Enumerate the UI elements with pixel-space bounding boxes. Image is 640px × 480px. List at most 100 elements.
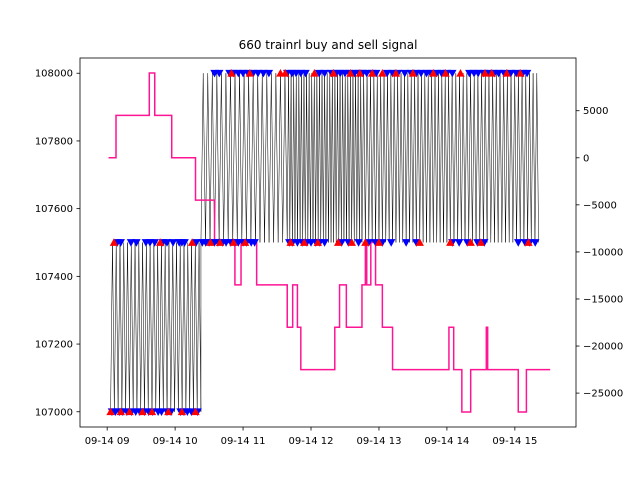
buy-signal-marker	[109, 238, 119, 246]
buy-signal-marker	[524, 238, 533, 246]
sell-signal-marker	[473, 69, 483, 78]
sell-signal-marker	[386, 239, 396, 247]
signal-markers	[106, 69, 540, 416]
buy-signal-marker	[441, 69, 450, 77]
sell-signal-marker	[180, 239, 189, 247]
right-y-axis: −25000 −20000 −15000 −10000 −5000 0 5000	[576, 106, 623, 400]
sell-signal-marker	[259, 69, 268, 78]
buy-signal-marker	[155, 238, 165, 246]
sell-signal-marker	[401, 239, 411, 247]
buy-signal-marker	[206, 238, 215, 246]
sell-signal-marker	[250, 239, 259, 247]
sell-signal-marker	[506, 69, 515, 78]
sell-signal-marker	[126, 239, 136, 247]
buy-signal-marker	[391, 69, 401, 77]
buy-signal-marker	[106, 407, 115, 416]
sell-signal-marker	[191, 239, 201, 247]
left-y-tick-label: 107400	[35, 272, 73, 283]
left-y-axis: 107000 107200 107400 107600 107800 108000	[35, 69, 80, 418]
buy-signal-marker	[215, 238, 225, 246]
buy-signal-marker	[229, 238, 238, 246]
x-tick-label: 09-14 14	[424, 436, 469, 447]
sell-signal-marker	[168, 239, 178, 247]
buy-signal-marker	[147, 407, 157, 416]
sell-signal-marker	[400, 69, 409, 78]
position-line	[108, 72, 551, 413]
sell-signal-marker	[314, 69, 324, 78]
right-y-tick-label: −20000	[583, 342, 623, 353]
x-tick-label: 09-14 12	[289, 436, 334, 447]
buy-signal-marker	[280, 69, 290, 77]
sell-signal-marker	[215, 69, 224, 78]
right-y-tick-label: 5000	[583, 106, 608, 117]
buy-signal-marker	[164, 407, 173, 416]
buy-signal-marker	[286, 238, 295, 246]
right-y-tick-label: 0	[583, 153, 589, 164]
sell-signal-marker	[512, 69, 521, 78]
buy-signal-marker	[125, 407, 134, 416]
sell-signal-marker	[416, 69, 426, 78]
right-y-tick-label: −5000	[583, 200, 617, 211]
buy-signal-marker	[415, 238, 424, 246]
sell-signal-marker	[187, 408, 196, 416]
buy-signal-marker	[346, 69, 355, 77]
left-y-tick-label: 108000	[35, 69, 73, 80]
buy-signal-marker	[313, 238, 323, 246]
left-y-tick-label: 107000	[35, 407, 73, 418]
sell-signal-marker	[320, 69, 329, 78]
sell-signal-marker	[454, 239, 464, 247]
buy-signal-marker	[361, 238, 370, 246]
price-series	[110, 73, 539, 412]
buy-signal-marker	[429, 69, 438, 77]
left-y-tick-label: 107600	[35, 204, 73, 215]
x-axis: 09-14 09 09-14 10 09-14 11 09-14 12 09-14 13…	[85, 427, 537, 447]
buy-signal-marker	[177, 407, 187, 416]
buy-signal-marker	[227, 69, 236, 77]
buy-signal-marker	[466, 238, 475, 246]
sell-signal-marker	[116, 239, 125, 247]
x-tick-label: 09-14 15	[492, 436, 537, 447]
x-tick-label: 09-14 13	[356, 436, 401, 447]
sell-signal-marker	[354, 239, 363, 247]
sell-signal-marker	[514, 239, 523, 247]
x-tick-label: 09-14 11	[221, 436, 266, 447]
sell-signal-marker	[150, 239, 159, 247]
buy-signal-marker	[487, 69, 496, 77]
buy-signal-marker	[245, 69, 255, 77]
left-y-tick-label: 107800	[35, 136, 73, 147]
buy-signal-marker	[116, 407, 125, 416]
sell-signal-marker	[320, 239, 329, 247]
buy-signal-marker	[367, 69, 377, 77]
plot-frame	[79, 57, 577, 428]
buy-signal-marker	[378, 69, 387, 77]
buy-signal-marker	[347, 238, 356, 246]
sell-signal-marker	[162, 239, 172, 247]
right-y-tick-label: −25000	[583, 389, 623, 400]
right-y-tick-label: −15000	[583, 294, 623, 305]
sell-signal-marker	[301, 69, 310, 78]
sell-signal-marker	[494, 69, 503, 78]
buy-signal-marker	[300, 238, 309, 246]
axes-frame	[79, 57, 577, 428]
position-series	[108, 72, 551, 413]
sell-signal-marker	[531, 239, 540, 247]
buy-signal-marker	[187, 238, 197, 246]
sell-signal-marker	[382, 69, 392, 78]
sell-signal-marker	[522, 69, 532, 78]
buy-signal-marker	[374, 238, 384, 246]
sell-signal-marker	[448, 69, 457, 78]
x-tick-label: 09-14 09	[85, 436, 130, 447]
buy-signal-marker	[502, 69, 511, 77]
buy-signal-marker	[191, 407, 200, 416]
sell-signal-marker	[372, 69, 381, 78]
buy-signal-marker	[138, 407, 147, 416]
buy-signal-marker	[446, 238, 455, 246]
right-y-tick-label: −10000	[583, 247, 623, 258]
sell-signal-marker	[264, 69, 274, 78]
left-y-tick-label: 107200	[35, 340, 73, 351]
buy-signal-marker	[456, 69, 465, 77]
buy-signal-marker	[408, 69, 418, 77]
x-tick-label: 09-14 10	[153, 436, 198, 447]
buy-signal-marker	[476, 238, 486, 246]
buy-signal-marker	[516, 69, 525, 77]
